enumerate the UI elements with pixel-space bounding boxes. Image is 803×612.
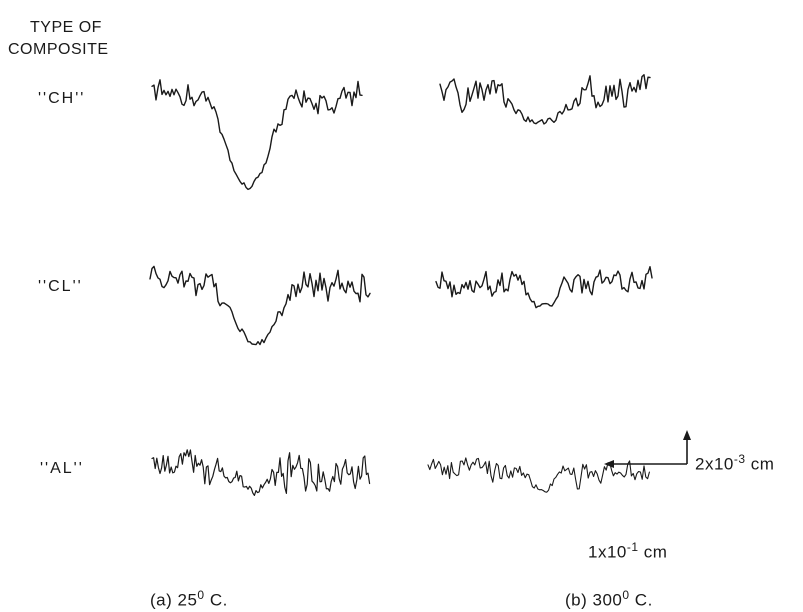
scale-bar <box>604 430 691 468</box>
header-line-1: TYPE OF <box>30 19 102 36</box>
row-label-al: ''AL'' <box>40 460 84 477</box>
trace-al-300c <box>427 457 650 493</box>
trace-ch-300c <box>439 74 651 125</box>
horizontal-arrow-head <box>604 460 614 468</box>
trace-cl-25c <box>149 265 371 346</box>
caption-a: (a) 250 C. <box>150 588 228 610</box>
caption-b: (b) 3000 C. <box>565 588 653 610</box>
row-label-cl: ''CL'' <box>38 278 83 295</box>
trace-cl-300c <box>435 266 653 309</box>
row-label-ch: ''CH'' <box>38 90 86 107</box>
vertical-scale-label: 2x10-3 cm <box>695 452 775 474</box>
vertical-arrow-head <box>683 430 691 440</box>
trace-al-25c <box>151 449 371 496</box>
header-line-2: COMPOSITE <box>8 41 109 58</box>
trace-ch-25c <box>151 79 363 191</box>
horizontal-scale-label: 1x10-1 cm <box>588 540 668 562</box>
